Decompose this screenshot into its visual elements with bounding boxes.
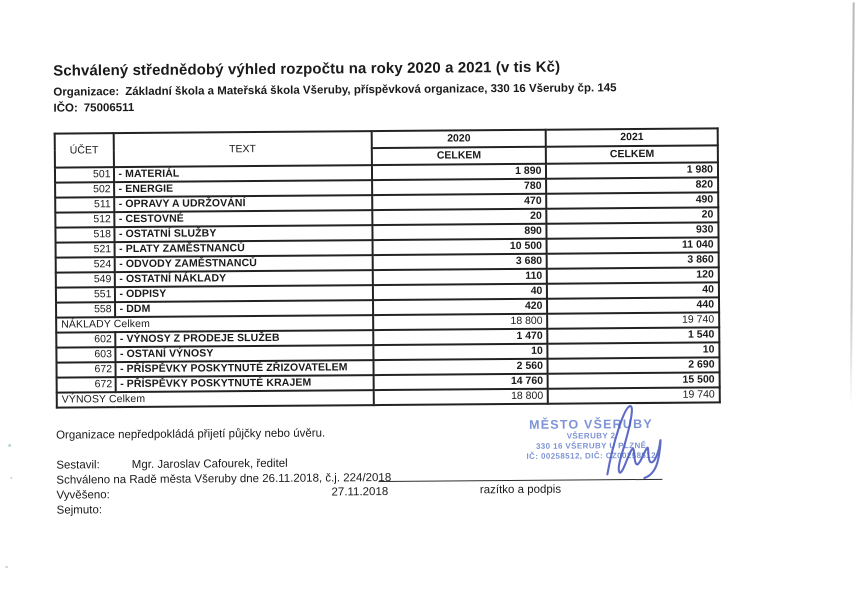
budget-table-header: ÚČET TEXT 2020 2021 CELKEM CELKEM (54, 128, 718, 168)
cell-2020: 470 (372, 193, 547, 211)
cell-account: 501 (54, 167, 114, 183)
handwritten-signature (606, 405, 662, 480)
cell-account: 524 (55, 257, 115, 273)
cell-2020: 2 560 (373, 358, 549, 376)
cell-2020: 14 760 (373, 373, 549, 391)
cell-2020: 890 (372, 223, 547, 241)
cell-2020: 10 500 (372, 238, 548, 256)
cell-2021: 490 (546, 192, 719, 209)
cell-2020: 18 800 (372, 313, 548, 331)
organization-line: Organizace: Základní škola a Mateřská ško… (53, 82, 616, 98)
organization-value: Základní škola a Mateřská škola Všeruby,… (125, 82, 617, 99)
cell-2021: 820 (546, 177, 719, 194)
cell-2021: 40 (547, 282, 719, 299)
cell-account: 512 (55, 212, 114, 228)
cell-account: 502 (55, 182, 114, 198)
cell-2020: 3 680 (372, 253, 548, 271)
organization-label: Organizace: (53, 86, 120, 99)
cell-account: 551 (55, 287, 115, 303)
cell-2021: 1 980 (546, 162, 719, 179)
header-year-2020: 2020 (371, 129, 547, 149)
cell-2021: 2 690 (547, 357, 720, 374)
cell-2021: 11 040 (546, 237, 719, 254)
cell-account: 558 (56, 302, 115, 318)
approved-line: Schváleno na Radě města Všeruby dne 26.1… (56, 471, 392, 487)
signature-stroke (606, 405, 662, 480)
cell-account: 521 (55, 242, 115, 258)
header-account: ÚČET (54, 133, 114, 168)
header-year-2021: 2021 (546, 128, 718, 147)
header-text: TEXT (113, 131, 372, 168)
cell-2021: 120 (547, 267, 719, 284)
cell-2020: 1 470 (373, 328, 548, 346)
cell-account: 603 (56, 347, 115, 363)
cell-2021: 10 (547, 342, 720, 359)
budget-table: ÚČET TEXT 2020 2021 CELKEM CELKEM 501- M… (54, 127, 721, 408)
vyveseno-label: Vyvěšeno: (56, 489, 110, 502)
header-celkem-2020: CELKEM (371, 146, 547, 166)
page-title: Schválený střednědobý výhled rozpočtu na… (53, 58, 561, 80)
cell-2020: 10 (373, 343, 548, 361)
cell-2021: 440 (547, 297, 720, 314)
sestavil-line: Sestavil: Mgr. Jaroslav Cafourek, ředitel (56, 458, 288, 472)
cell-2020: 420 (372, 298, 548, 316)
scan-speck (8, 443, 12, 447)
cell-account: 511 (55, 197, 114, 213)
cell-2021: 15 500 (548, 372, 720, 389)
cell-2021: 1 540 (547, 327, 720, 344)
budget-table-body: 501- MATERIÁL 1 890 1 980 502- ENERGIE 780 82… (54, 162, 720, 408)
sestavil-value: Mgr. Jaroslav Cafourek, ředitel (131, 457, 288, 472)
sestavil-label: Sestavil: (56, 459, 100, 472)
loan-note: Organizace nepředpokládá přijetí půjčky … (56, 427, 326, 442)
header-celkem-2021: CELKEM (546, 145, 718, 164)
ico-label: IČO: (53, 102, 78, 115)
sejmuto-label: Sejmuto: (56, 504, 103, 517)
cell-account: 549 (55, 272, 115, 288)
cell-2020: 20 (372, 208, 547, 226)
cell-account: 672 (56, 362, 116, 378)
cell-label: VÝNOSY Celkem (56, 390, 374, 408)
cell-2020: 1 890 (371, 163, 547, 181)
cell-2021: 3 860 (547, 252, 719, 269)
cell-account: 672 (56, 377, 116, 393)
cell-account: 602 (56, 332, 115, 348)
cell-2020: 110 (372, 268, 548, 286)
scan-edge-artifact (849, 2, 855, 407)
cell-2020: 40 (372, 283, 548, 301)
cell-2020: 780 (371, 178, 547, 196)
ico-line: IČO: 75006511 (53, 102, 134, 115)
scan-speck (5, 565, 9, 569)
cell-2021: 20 (546, 207, 719, 224)
cell-2020: 18 800 (373, 388, 549, 406)
signature-caption: razítko a podpis (479, 483, 562, 497)
cell-2021: 19 740 (547, 312, 720, 329)
cell-2021: 930 (546, 222, 719, 239)
cell-account: 518 (55, 227, 115, 243)
ico-value: 75006511 (83, 101, 135, 115)
scan-speck (10, 476, 13, 479)
